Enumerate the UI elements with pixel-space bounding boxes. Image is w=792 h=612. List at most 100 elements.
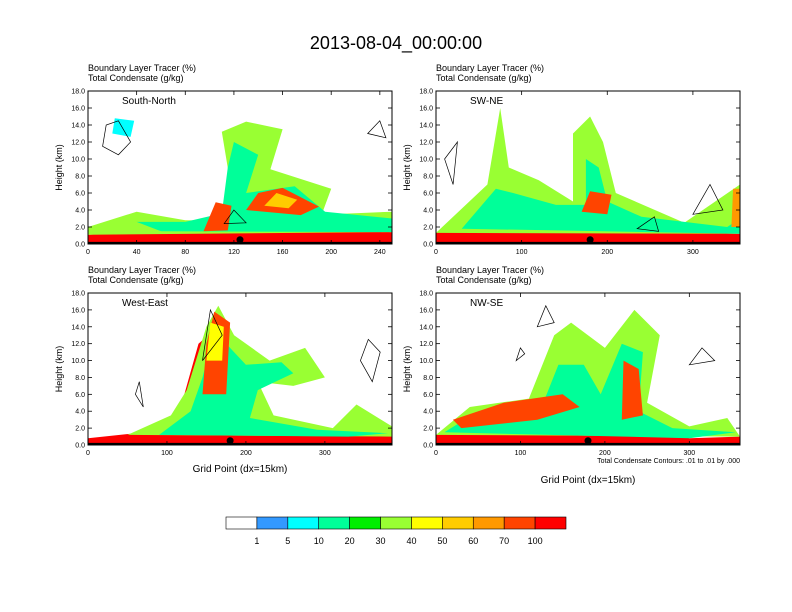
condensate-contour: [102, 120, 132, 156]
colorbar-label: 5: [285, 536, 290, 546]
x-tick-label: 160: [277, 249, 289, 256]
y-tick-label: 4.0: [423, 409, 433, 416]
x-tick-label: 0: [434, 249, 438, 256]
colorbar-swatch: [287, 516, 320, 530]
panel-south-north: Boundary Layer Tracer (%)Total Condensat…: [54, 63, 393, 256]
y-tick-label: 0.0: [423, 242, 433, 249]
panel-name: West-East: [122, 298, 168, 309]
panel-header-condensate: Total Condensate (g/kg): [88, 275, 184, 285]
y-tick-label: 18.0: [71, 291, 85, 298]
y-tick-label: 12.0: [71, 341, 85, 348]
x-tick-label: 200: [325, 249, 337, 256]
x-tick-label: 200: [240, 450, 252, 457]
condensate-contour: [135, 381, 144, 408]
panel-header-condensate: Total Condensate (g/kg): [436, 275, 532, 285]
y-tick-label: 14.0: [419, 123, 433, 130]
plot-frame: [435, 90, 741, 245]
colorbar: 1 5 10 20 30 40 50 60 70 100: [225, 516, 567, 546]
y-axis-label: Height (km): [402, 346, 412, 393]
x-tick-label: 200: [599, 450, 611, 457]
y-tick-label: 2.0: [75, 225, 85, 232]
shading-region: [136, 142, 392, 233]
tracer-field: [436, 108, 740, 244]
location-marker: [586, 236, 594, 244]
shading-region: [581, 191, 612, 215]
y-tick-label: 12.0: [419, 140, 433, 147]
shading-region: [112, 118, 135, 137]
colorbar-label: 1: [254, 536, 259, 546]
plot-frame: [87, 292, 393, 446]
x-tick-label: 0: [434, 450, 438, 457]
x-tick-label: 0: [86, 450, 90, 457]
y-tick-label: 2.0: [75, 426, 85, 433]
y-tick-label: 4.0: [75, 208, 85, 215]
tracer-field: [436, 304, 740, 445]
colorbar-label: 100: [528, 536, 543, 546]
location-marker: [236, 236, 244, 244]
y-axis-label: Height (km): [54, 346, 64, 393]
shading-region: [731, 188, 740, 227]
condensate-contour: [536, 304, 555, 328]
panel-header-condensate: Total Condensate (g/kg): [436, 73, 532, 83]
y-tick-label: 14.0: [419, 324, 433, 331]
contour-note: Total Condensate Contours: .01 to .01 by…: [597, 458, 740, 465]
colorbar-swatch: [534, 516, 567, 530]
colorbar-swatch: [472, 516, 505, 530]
plot-frame: [435, 292, 741, 446]
y-tick-label: 6.0: [75, 191, 85, 198]
y-tick-label: 10.0: [419, 358, 433, 365]
condensate-contour: [636, 216, 660, 232]
colorbar-swatch: [225, 516, 258, 530]
tracer-field: [88, 118, 392, 244]
x-tick-label: 300: [319, 450, 331, 457]
shading-region: [206, 322, 224, 361]
y-tick-label: 2.0: [423, 225, 433, 232]
y-tick-label: 16.0: [71, 307, 85, 314]
colorbar-label: 40: [406, 536, 416, 546]
plot-frame: [87, 90, 393, 245]
colorbar-swatch: [380, 516, 412, 530]
y-tick-label: 2.0: [423, 426, 433, 433]
shading-region: [264, 193, 298, 209]
colorbar-label: 70: [499, 536, 509, 546]
panel-sw-ne: Boundary Layer Tracer (%)Total Condensat…: [402, 63, 741, 256]
location-marker: [584, 437, 592, 445]
y-tick-label: 12.0: [419, 341, 433, 348]
panels: Boundary Layer Tracer (%)Total Condensat…: [54, 63, 741, 486]
y-tick-label: 16.0: [419, 307, 433, 314]
condensate-contour: [444, 140, 458, 185]
colorbar-swatch: [256, 516, 289, 530]
y-tick-label: 6.0: [423, 191, 433, 198]
panel-header-tracer: Boundary Layer Tracer (%): [88, 265, 196, 275]
colorbar-swatch: [411, 516, 443, 530]
y-tick-label: 10.0: [419, 157, 433, 164]
y-tick-label: 6.0: [75, 392, 85, 399]
shading-region: [452, 394, 580, 429]
condensate-contour: [223, 209, 247, 224]
y-tick-label: 10.0: [71, 358, 85, 365]
terrain-line: [436, 241, 740, 244]
location-marker: [226, 437, 234, 445]
colorbar-label: 10: [314, 536, 324, 546]
condensate-contour: [692, 183, 724, 215]
condensate-contour: [360, 338, 381, 383]
colorbar-swatch: [318, 516, 350, 530]
y-tick-label: 18.0: [419, 291, 433, 298]
y-axis-label: Height (km): [402, 144, 412, 191]
y-tick-label: 16.0: [71, 106, 85, 113]
panel-nw-se: Boundary Layer Tracer (%)Total Condensat…: [402, 265, 741, 486]
colorbar-swatch: [442, 516, 474, 530]
y-tick-label: 18.0: [419, 89, 433, 96]
shading-region: [436, 364, 740, 445]
panel-header-tracer: Boundary Layer Tracer (%): [436, 63, 544, 73]
x-tick-label: 100: [161, 450, 173, 457]
condensate-contour: [515, 347, 526, 362]
x-tick-label: 240: [374, 249, 386, 256]
x-tick-label: 40: [133, 249, 141, 256]
x-axis-label: Grid Point (dx=15km): [193, 464, 288, 475]
colorbar-label: 50: [437, 536, 447, 546]
y-tick-label: 14.0: [71, 123, 85, 130]
y-tick-label: 4.0: [423, 208, 433, 215]
panel-name: NW-SE: [470, 298, 503, 309]
condensate-contour: [688, 347, 716, 366]
